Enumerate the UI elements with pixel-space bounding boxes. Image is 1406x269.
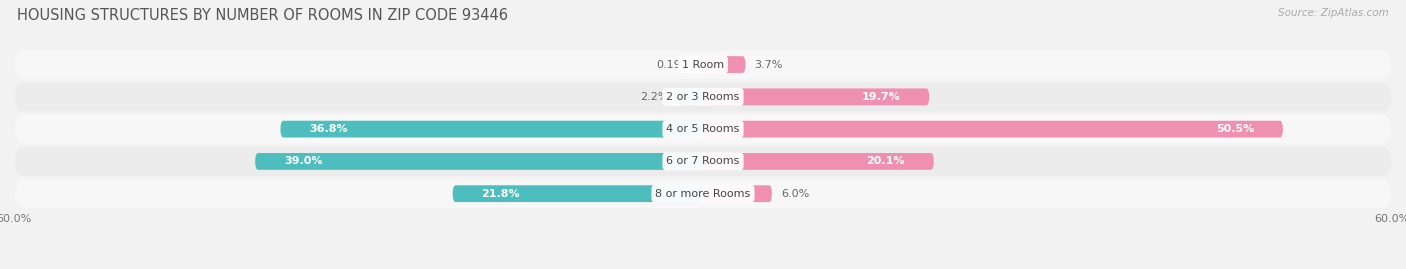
FancyBboxPatch shape [14, 147, 1392, 176]
Text: 1 Room: 1 Room [682, 59, 724, 70]
Text: 3.7%: 3.7% [755, 59, 783, 70]
FancyBboxPatch shape [14, 50, 1392, 79]
Text: 0.19%: 0.19% [657, 59, 692, 70]
Text: 6 or 7 Rooms: 6 or 7 Rooms [666, 156, 740, 167]
Text: 20.1%: 20.1% [866, 156, 905, 167]
FancyBboxPatch shape [703, 121, 1282, 137]
Text: 4 or 5 Rooms: 4 or 5 Rooms [666, 124, 740, 134]
FancyBboxPatch shape [700, 56, 703, 73]
FancyBboxPatch shape [14, 115, 1392, 144]
Text: 39.0%: 39.0% [284, 156, 322, 167]
Text: HOUSING STRUCTURES BY NUMBER OF ROOMS IN ZIP CODE 93446: HOUSING STRUCTURES BY NUMBER OF ROOMS IN… [17, 8, 508, 23]
FancyBboxPatch shape [256, 153, 703, 170]
FancyBboxPatch shape [14, 82, 1392, 111]
FancyBboxPatch shape [703, 185, 772, 202]
FancyBboxPatch shape [703, 89, 929, 105]
FancyBboxPatch shape [703, 153, 934, 170]
Text: 2 or 3 Rooms: 2 or 3 Rooms [666, 92, 740, 102]
Text: 21.8%: 21.8% [481, 189, 520, 199]
FancyBboxPatch shape [703, 56, 745, 73]
FancyBboxPatch shape [678, 89, 703, 105]
Text: 19.7%: 19.7% [862, 92, 900, 102]
Text: Source: ZipAtlas.com: Source: ZipAtlas.com [1278, 8, 1389, 18]
FancyBboxPatch shape [280, 121, 703, 137]
Text: 36.8%: 36.8% [309, 124, 347, 134]
FancyBboxPatch shape [453, 185, 703, 202]
FancyBboxPatch shape [14, 179, 1392, 208]
Text: 6.0%: 6.0% [782, 189, 810, 199]
Text: 50.5%: 50.5% [1216, 124, 1254, 134]
Text: 2.2%: 2.2% [640, 92, 669, 102]
Text: 8 or more Rooms: 8 or more Rooms [655, 189, 751, 199]
